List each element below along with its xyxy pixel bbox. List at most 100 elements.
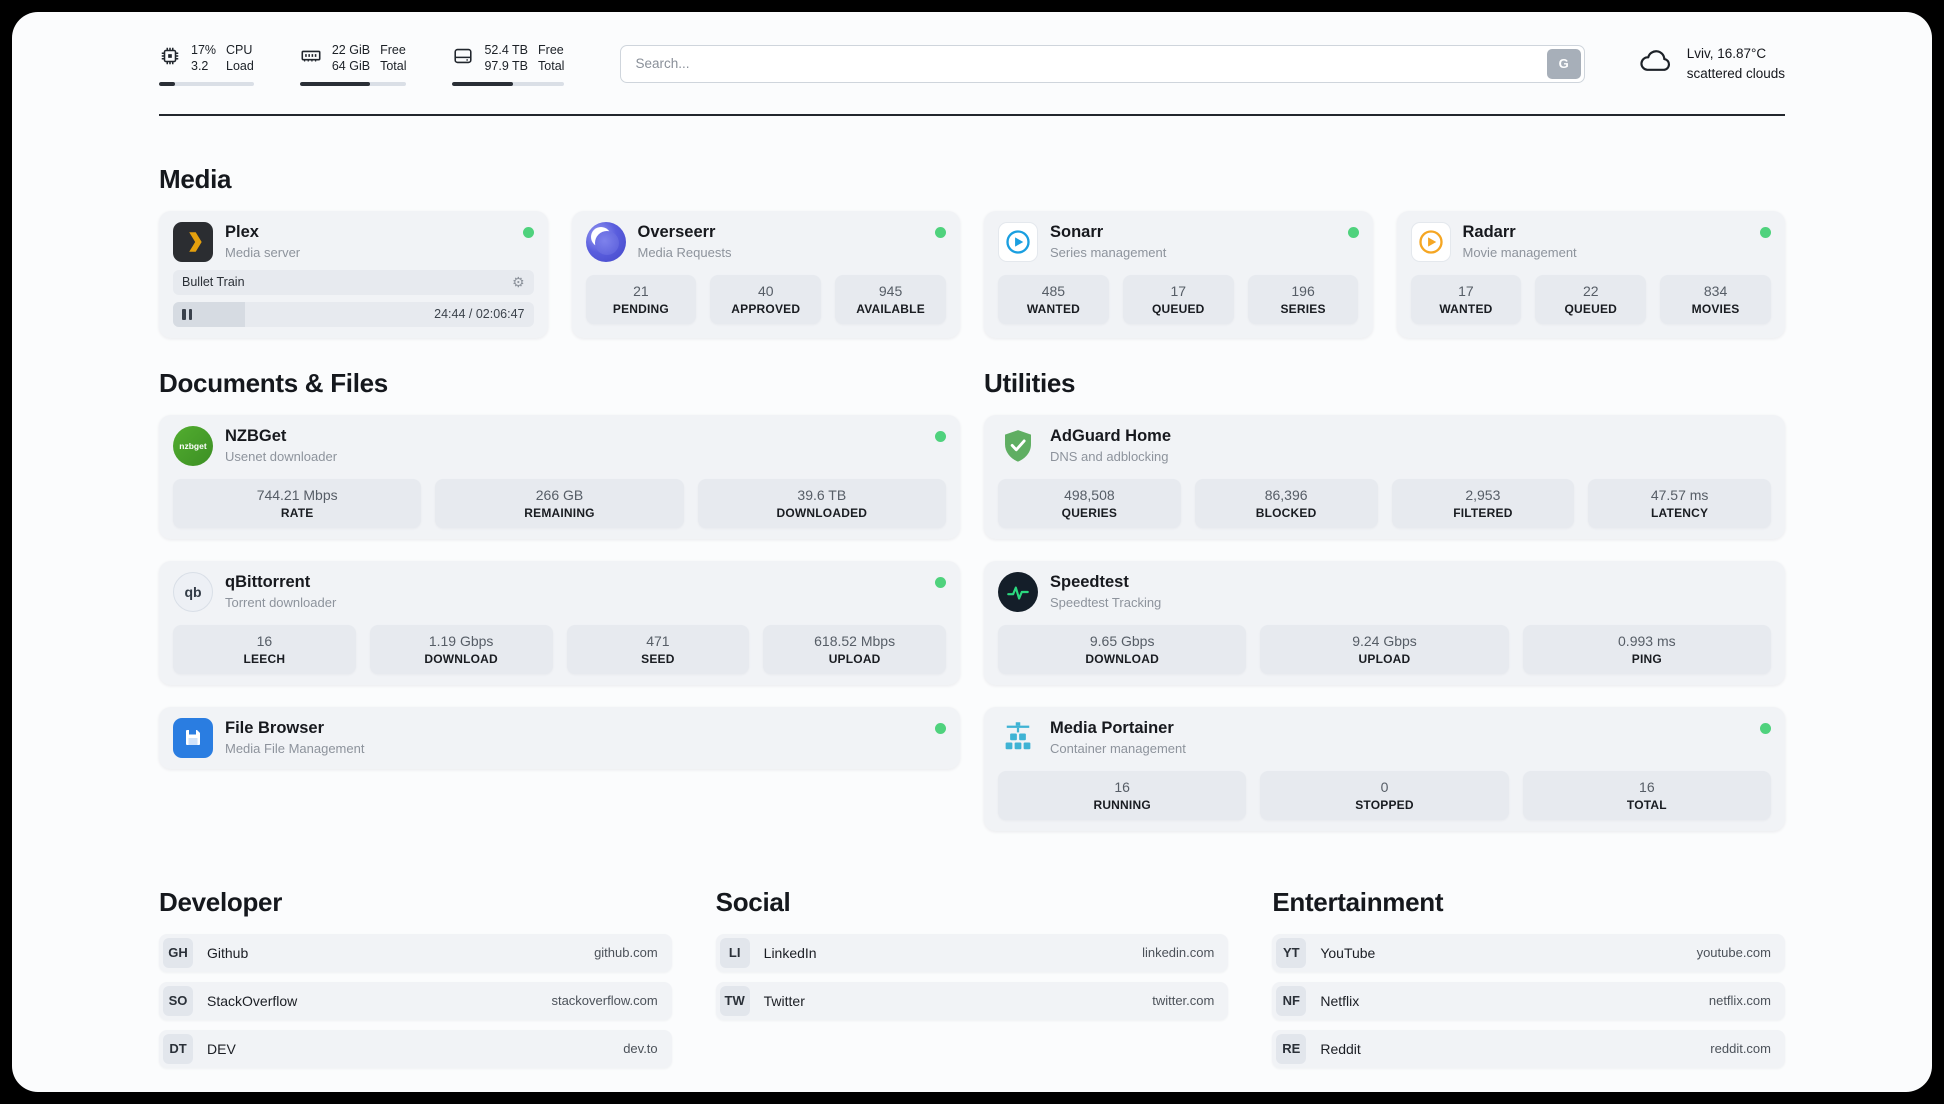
bookmark-badge: GH bbox=[163, 937, 193, 968]
app-subtitle: Movie management bbox=[1462, 245, 1577, 260]
plex-card[interactable]: Plex Media server Bullet Train ⚙ 24:44 /… bbox=[159, 210, 548, 338]
section-documents: Documents & Files nzbget NZBGet Usenet d… bbox=[159, 368, 960, 831]
dashboard-frame: 17% 3.2 CPU Load bbox=[12, 12, 1932, 1092]
nzbget-card[interactable]: nzbget NZBGet Usenet downloader 744.21 M… bbox=[159, 414, 960, 539]
stat-rate: 744.21 Mbps RATE bbox=[173, 478, 422, 528]
app-subtitle: Torrent downloader bbox=[225, 595, 337, 610]
sonarr-icon bbox=[998, 221, 1038, 262]
sonarr-card[interactable]: Sonarr Series management 485 WANTED 17 Q… bbox=[984, 210, 1373, 338]
weather-location: Lviv, 16.87°C bbox=[1686, 45, 1767, 61]
stat-queued: 17 QUEUED bbox=[1122, 274, 1234, 324]
bookmark-badge: LI bbox=[719, 937, 750, 968]
app-subtitle: Speedtest Tracking bbox=[1050, 595, 1162, 610]
gear-icon[interactable]: ⚙ bbox=[511, 274, 525, 290]
stat-download: 9.65 Gbps DOWNLOAD bbox=[998, 624, 1247, 674]
adguard-icon bbox=[998, 426, 1038, 466]
stat-downloaded: 39.6 TB DOWNLOADED bbox=[697, 478, 946, 528]
stat-seed: 471 SEED bbox=[566, 624, 750, 674]
plex-icon bbox=[173, 221, 213, 262]
stat-total: 16 TOTAL bbox=[1522, 770, 1771, 820]
bookmark-badge: SO bbox=[163, 985, 193, 1016]
status-dot bbox=[935, 576, 946, 588]
status-dot bbox=[1760, 226, 1771, 238]
bookmark-github[interactable]: GH Github github.com bbox=[159, 933, 672, 972]
cpu-label-2: Load bbox=[226, 59, 254, 74]
cpu-usage: 17% bbox=[191, 43, 217, 57]
topbar: 17% 3.2 CPU Load bbox=[159, 12, 1785, 86]
bookmark-netflix[interactable]: NF Netflix netflix.com bbox=[1272, 981, 1785, 1020]
status-dot bbox=[1347, 226, 1359, 238]
app-name: AdGuard Home bbox=[1050, 427, 1172, 445]
section-developer: Developer GH Github github.com SO StackO… bbox=[159, 887, 672, 1078]
playback-progressbar[interactable]: 24:44 / 02:06:47 bbox=[173, 301, 534, 327]
speedtest-card[interactable]: Speedtest Speedtest Tracking 9.65 Gbps D… bbox=[984, 560, 1785, 685]
weather-widget: Lviv, 16.87°C scattered clouds bbox=[1637, 44, 1785, 85]
cpu-widget: 17% 3.2 CPU Load bbox=[159, 42, 254, 86]
stat-queued: 22 QUEUED bbox=[1535, 274, 1647, 324]
radarr-card[interactable]: Radarr Movie management 17 WANTED 22 QUE… bbox=[1396, 210, 1785, 338]
stat-movies: 834 MOVIES bbox=[1660, 274, 1771, 324]
app-subtitle: DNS and adblocking bbox=[1050, 449, 1169, 464]
cpu-label-1: CPU bbox=[226, 43, 253, 57]
bookmark-name: Github bbox=[207, 944, 249, 961]
stat-approved: 40 APPROVED bbox=[710, 274, 822, 324]
filebrowser-card[interactable]: File Browser Media File Management bbox=[159, 706, 960, 769]
topbar-divider bbox=[159, 113, 1785, 116]
bookmark-url: netflix.com bbox=[1708, 993, 1771, 1008]
stat-stopped: 0 STOPPED bbox=[1260, 770, 1509, 820]
filebrowser-icon bbox=[173, 717, 213, 758]
social-section-title: Social bbox=[715, 886, 791, 917]
app-name: Speedtest bbox=[1050, 573, 1129, 591]
bookmark-url: stackoverflow.com bbox=[551, 993, 658, 1008]
bookmark-dev[interactable]: DT DEV dev.to bbox=[159, 1029, 672, 1068]
disk-label-1: Free bbox=[538, 43, 564, 57]
app-subtitle: Series management bbox=[1050, 245, 1167, 260]
memory-free: 22 GiB bbox=[331, 43, 371, 57]
bookmark-name: DEV bbox=[207, 1040, 236, 1057]
disk-icon bbox=[452, 45, 474, 72]
now-playing-title: Bullet Train bbox=[182, 275, 245, 289]
portainer-card[interactable]: Media Portainer Container management 16 … bbox=[984, 706, 1785, 831]
app-name: Plex bbox=[225, 223, 259, 241]
stat-leech: 16 LEECH bbox=[173, 624, 356, 674]
bookmark-reddit[interactable]: RE Reddit reddit.com bbox=[1272, 1029, 1785, 1068]
bookmark-name: StackOverflow bbox=[207, 992, 298, 1009]
bookmark-twitter[interactable]: TW Twitter twitter.com bbox=[715, 981, 1229, 1020]
cpu-icon bbox=[159, 45, 181, 72]
bookmark-badge: RE bbox=[1276, 1033, 1307, 1064]
stat-wanted: 17 WANTED bbox=[1410, 274, 1522, 324]
disk-widget: 52.4 TB 97.9 TB Free Total bbox=[452, 42, 565, 86]
overseerr-icon bbox=[585, 221, 626, 262]
stat-wanted: 485 WANTED bbox=[998, 274, 1109, 324]
search-input[interactable] bbox=[620, 44, 1585, 83]
adguard-card[interactable]: AdGuard Home DNS and adblocking 498,508 … bbox=[984, 414, 1785, 539]
pause-icon[interactable] bbox=[182, 308, 192, 320]
bookmark-youtube[interactable]: YT YouTube youtube.com bbox=[1272, 933, 1785, 972]
bookmark-url: github.com bbox=[594, 945, 658, 960]
cpu-clock: 3.2 bbox=[191, 59, 209, 74]
media-section-title: Media bbox=[159, 163, 232, 194]
section-social: Social LI LinkedIn linkedin.com TW Twitt… bbox=[715, 886, 1229, 1078]
qbittorrent-card[interactable]: qb qBittorrent Torrent downloader 16 LEE… bbox=[159, 560, 960, 685]
app-name: File Browser bbox=[225, 719, 325, 737]
status-dot bbox=[935, 430, 946, 442]
utilities-section-title: Utilities bbox=[984, 367, 1076, 398]
bookmark-url: youtube.com bbox=[1696, 945, 1771, 960]
status-dot bbox=[1760, 722, 1771, 734]
stat-upload: 618.52 Mbps UPLOAD bbox=[763, 624, 946, 674]
bookmark-badge: YT bbox=[1276, 937, 1307, 968]
stat-queries: 498,508 QUERIES bbox=[998, 478, 1181, 528]
app-name: NZBGet bbox=[225, 427, 287, 445]
bookmark-name: Netflix bbox=[1320, 992, 1360, 1009]
overseerr-card[interactable]: Overseerr Media Requests 21 PENDING 40 A… bbox=[571, 210, 960, 338]
stat-ping: 0.993 ms PING bbox=[1522, 624, 1771, 674]
search-bar: G bbox=[620, 44, 1585, 83]
memory-label-2: Total bbox=[380, 59, 407, 74]
bookmark-stackoverflow[interactable]: SO StackOverflow stackoverflow.com bbox=[159, 981, 672, 1020]
bookmark-name: Twitter bbox=[763, 992, 805, 1009]
disk-progressbar bbox=[452, 81, 565, 86]
disk-total: 97.9 TB bbox=[484, 59, 529, 74]
search-engine-button[interactable]: G bbox=[1546, 48, 1581, 79]
qbittorrent-icon: qb bbox=[173, 571, 213, 612]
bookmark-linkedin[interactable]: LI LinkedIn linkedin.com bbox=[715, 933, 1229, 972]
